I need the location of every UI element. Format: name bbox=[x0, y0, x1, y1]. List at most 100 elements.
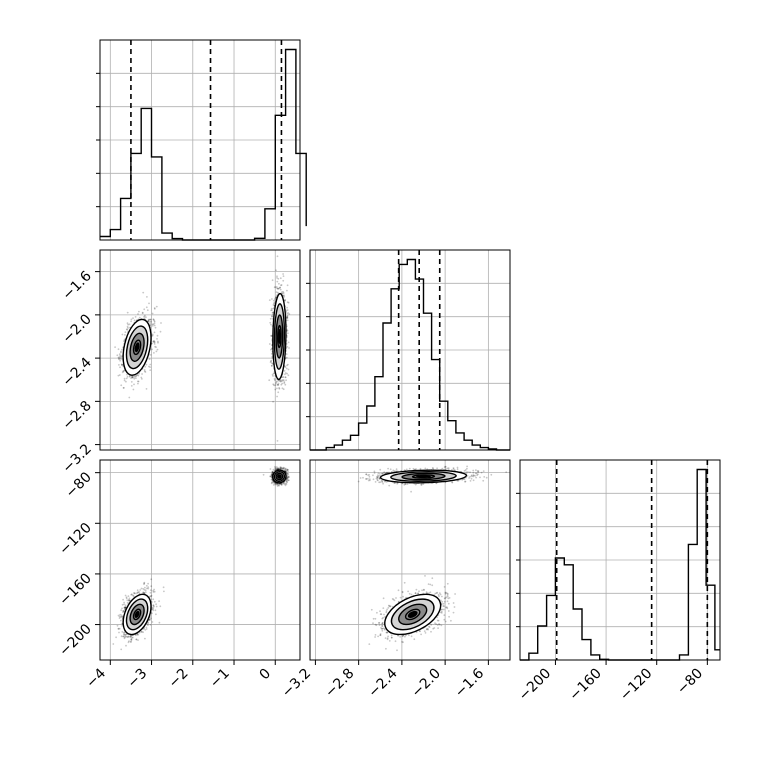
sample-point bbox=[148, 318, 151, 321]
sample-point bbox=[271, 312, 274, 314]
sample-point bbox=[146, 309, 149, 312]
sample-point bbox=[130, 634, 133, 637]
sample-point bbox=[284, 470, 287, 473]
sample-point bbox=[272, 304, 275, 306]
sample-point bbox=[152, 318, 155, 321]
sample-point bbox=[149, 589, 152, 592]
sample-point bbox=[141, 311, 144, 314]
sample-point bbox=[127, 327, 129, 329]
sample-point bbox=[115, 636, 117, 639]
sample-point bbox=[129, 636, 132, 639]
sample-point bbox=[286, 317, 289, 319]
sample-point bbox=[146, 623, 149, 625]
sample-point bbox=[268, 343, 271, 345]
sample-point bbox=[284, 372, 287, 374]
sample-point bbox=[122, 635, 125, 638]
sample-point bbox=[153, 600, 156, 603]
sample-point bbox=[143, 317, 146, 320]
sample-point bbox=[138, 591, 141, 593]
sample-point bbox=[137, 591, 140, 594]
sample-point bbox=[158, 621, 161, 624]
sample-point bbox=[143, 592, 146, 595]
sample-point bbox=[272, 383, 275, 386]
sample-point bbox=[277, 467, 280, 470]
sample-point bbox=[270, 348, 272, 351]
sample-point bbox=[284, 383, 287, 386]
sample-point bbox=[133, 383, 135, 386]
sample-point bbox=[156, 348, 159, 351]
sample-point bbox=[119, 616, 122, 618]
sample-point bbox=[146, 296, 148, 298]
sample-point bbox=[147, 320, 150, 323]
sample-point bbox=[152, 340, 155, 343]
sample-point bbox=[123, 606, 126, 609]
sample-point bbox=[118, 353, 121, 356]
sample-point bbox=[128, 323, 131, 326]
sample-point bbox=[130, 385, 133, 387]
sample-point bbox=[130, 635, 132, 638]
sample-point bbox=[277, 277, 280, 280]
sample-point bbox=[118, 374, 121, 376]
sample-point bbox=[120, 350, 122, 353]
sample-point bbox=[276, 291, 279, 294]
sample-point bbox=[128, 597, 131, 600]
sample-point bbox=[281, 387, 284, 390]
sample-point bbox=[272, 468, 275, 471]
sample-point bbox=[286, 316, 288, 319]
sample-point bbox=[149, 363, 152, 366]
sample-point bbox=[153, 341, 156, 344]
sample-point bbox=[153, 605, 155, 608]
sample-point bbox=[149, 321, 151, 323]
sample-point bbox=[142, 291, 145, 294]
sample-point bbox=[130, 593, 133, 596]
sample-point bbox=[121, 364, 123, 367]
sample-point bbox=[128, 599, 131, 602]
sample-point bbox=[282, 379, 285, 381]
sample-point bbox=[282, 376, 285, 378]
sample-point bbox=[117, 374, 120, 377]
sample-point bbox=[157, 341, 159, 344]
sample-point bbox=[147, 587, 150, 590]
sample-point bbox=[286, 476, 289, 479]
sample-point bbox=[117, 348, 120, 351]
sample-point bbox=[152, 323, 155, 326]
sample-point bbox=[271, 298, 273, 300]
sample-point bbox=[123, 603, 125, 606]
sample-point bbox=[286, 317, 288, 319]
sample-point bbox=[270, 360, 272, 363]
sample-point bbox=[116, 354, 119, 357]
sample-point bbox=[123, 636, 126, 639]
sample-point bbox=[286, 345, 289, 348]
sample-point bbox=[276, 483, 279, 485]
sample-point bbox=[282, 273, 284, 275]
sample-point bbox=[123, 387, 125, 389]
sample-point bbox=[137, 380, 140, 383]
sample-point bbox=[126, 322, 129, 325]
sample-point bbox=[286, 478, 289, 481]
sample-point bbox=[154, 345, 157, 348]
sample-point bbox=[121, 625, 124, 627]
sample-point bbox=[162, 586, 165, 589]
sample-point bbox=[130, 641, 132, 643]
histogram-panel-1 bbox=[306, 249, 511, 451]
sample-point bbox=[138, 310, 140, 313]
sample-point bbox=[286, 316, 289, 319]
sample-point bbox=[286, 315, 289, 318]
sample-point bbox=[274, 379, 276, 381]
sample-point bbox=[149, 318, 152, 321]
sample-point bbox=[151, 601, 153, 603]
sample-point bbox=[268, 379, 271, 382]
sample-point bbox=[131, 376, 134, 378]
sample-point bbox=[120, 363, 123, 366]
sample-point bbox=[118, 358, 120, 361]
sample-point bbox=[281, 382, 284, 385]
sample-point bbox=[286, 364, 288, 367]
sample-point bbox=[151, 608, 154, 611]
sample-point bbox=[128, 396, 131, 399]
sample-point bbox=[118, 617, 121, 619]
sample-point bbox=[279, 288, 282, 291]
contour-peak bbox=[134, 342, 140, 353]
sample-point bbox=[270, 352, 273, 355]
sample-point bbox=[276, 280, 279, 283]
sample-point bbox=[274, 298, 276, 301]
